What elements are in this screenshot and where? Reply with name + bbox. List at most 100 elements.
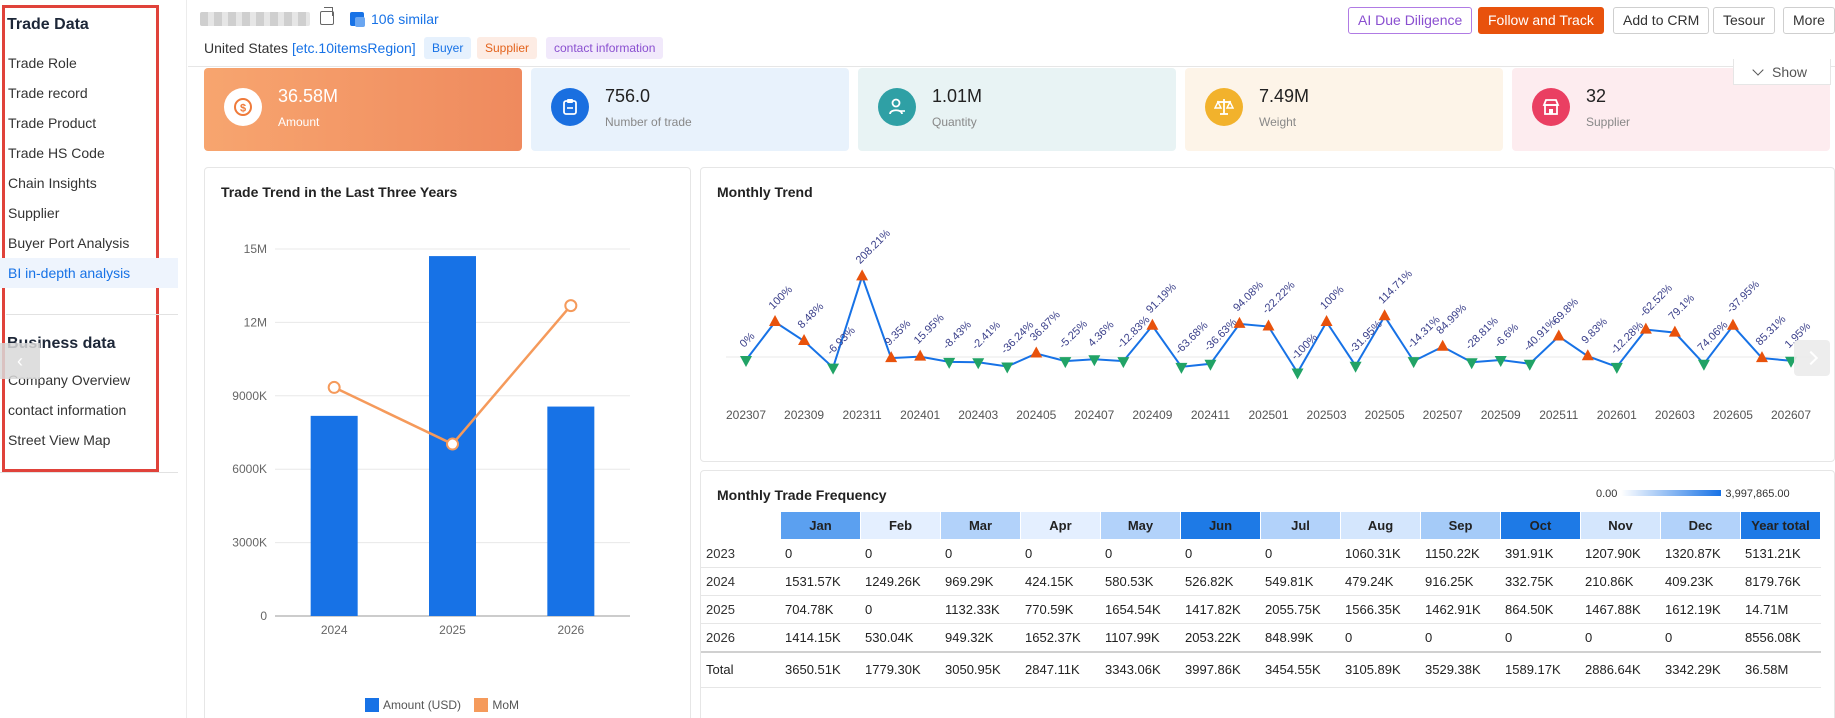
clipboard-icon [551,88,589,126]
region-link[interactable]: [etc.10itemsRegion] [291,40,416,56]
mom-point-2026[interactable] [564,299,578,313]
sidebar-item-trade-hs-code[interactable]: Trade HS Code [8,145,105,161]
row-year: 2026 [701,623,781,652]
trend-point-202411[interactable] [1204,359,1217,371]
trend-point-202510[interactable] [1523,359,1536,371]
show-toggle[interactable]: Show [1733,59,1831,85]
trend-point-202407[interactable] [1088,355,1101,367]
x-tick-label: 202601 [1597,408,1637,422]
x-tick-label: 202411 [1191,408,1230,422]
sidebar-item-trade-record[interactable]: Trade record [8,85,88,101]
table-cell: 0 [1580,623,1661,652]
dollar-icon: $ [224,88,262,126]
monthly-trend-chart: 0%100%8.48%-6.93%208.21%9.35%15.95%-8.43… [726,227,1813,422]
trend-point-202511[interactable] [1552,329,1565,341]
column-header [701,511,781,540]
total-cell: 3105.89K [1340,650,1421,688]
sidebar-item-supplier[interactable]: Supplier [8,205,60,221]
trend-point-label: 100% [1318,284,1347,313]
sidebar-item-chain-insights[interactable]: Chain Insights [8,175,97,191]
trade-trend-title: Trade Trend in the Last Three Years [221,184,458,200]
trend-point-202601[interactable] [1610,362,1623,374]
stat-value: 36.58M [278,86,339,106]
column-header: Nov [1580,511,1661,540]
trend-point-202603[interactable] [1668,325,1681,337]
table-cell: 0 [1180,539,1261,568]
trend-point-202506[interactable] [1407,357,1420,369]
trend-point-202410[interactable] [1175,362,1188,374]
trend-point-202405[interactable] [1030,346,1043,358]
trend-point-202408[interactable] [1117,357,1130,369]
trend-point-202403[interactable] [972,358,985,370]
total-cell: 3650.51K [780,650,861,688]
table-cell: 8179.76K [1740,567,1821,596]
trend-point-202412[interactable] [1233,316,1246,328]
trend-point-202311[interactable] [856,269,869,281]
table-cell: 424.15K [1020,567,1101,596]
stat-label: Quantity [932,115,977,129]
x-tick-label: 202309 [784,408,824,422]
trend-point-202605[interactable] [1726,318,1739,330]
add-to-crm-button[interactable]: Add to CRM [1613,7,1710,34]
sidebar-item-contact-information[interactable]: contact information [8,402,127,418]
trend-point-202606[interactable] [1755,351,1768,363]
x-tick-label: 202311 [843,408,882,422]
legend-item-mom[interactable]: MoM [474,698,519,712]
trend-point-label: -6.93% [825,324,858,357]
trend-point-202404[interactable] [1001,362,1014,374]
trend-point-202402[interactable] [943,357,956,369]
trend-point-202401[interactable] [914,349,927,361]
trend-point-202507[interactable] [1436,339,1449,351]
trend-point-202512[interactable] [1581,349,1594,361]
table-cell: 580.53K [1100,567,1181,596]
copy-icon[interactable] [320,7,334,25]
trend-point-202309[interactable] [798,334,811,345]
trend-point-202503[interactable] [1320,315,1333,326]
x-tick-label: 2026 [557,623,584,637]
table-cell: 530.04K [860,623,941,652]
contact-tag[interactable]: contact information [546,37,664,59]
tesour-button[interactable]: Tesour [1713,7,1776,34]
sidebar-highlight-frame [2,5,159,472]
chevron-left-icon[interactable]: ‹ [0,343,40,379]
table-cell: 1207.90K [1580,539,1661,568]
x-tick-label: 202509 [1481,408,1521,422]
sidebar-item-trade-role[interactable]: Trade Role [8,55,77,71]
trend-point-202604[interactable] [1697,359,1710,371]
trend-point-202308[interactable] [769,315,782,326]
trend-point-202312[interactable] [885,351,898,363]
trend-point-202307[interactable] [740,356,752,367]
trend-point-202409[interactable] [1146,318,1159,330]
trend-point-label: -22.22% [1260,279,1298,317]
trend-point-label: 100% [767,284,796,313]
mom-point-2024[interactable] [327,380,341,394]
table-cell: 1060.31K [1340,539,1421,568]
trend-point-202502[interactable] [1291,368,1304,380]
sidebar-item-buyer-port-analysis[interactable]: Buyer Port Analysis [8,235,130,251]
trend-point-202501[interactable] [1262,319,1275,331]
sidebar-item-trade-product[interactable]: Trade Product [8,115,97,131]
bar-2026[interactable] [547,406,595,616]
mom-point-2025[interactable] [446,437,459,451]
trend-point-202504[interactable] [1349,361,1362,373]
legend-swatch [365,698,379,712]
sidebar-item-bi-in-depth-analysis[interactable]: BI in-depth analysis [0,258,178,288]
legend-item-amount[interactable]: Amount (USD) [365,698,461,712]
follow-track-button[interactable]: Follow and Track [1478,7,1604,34]
chevron-right-icon[interactable] [1794,340,1830,376]
table-cell: 1320.87K [1660,539,1741,568]
trend-point-202602[interactable] [1639,322,1652,334]
similar-link[interactable]: 106 similar [371,11,439,27]
table-total-row: Total 3650.51K 1779.30K 3050.95K 2847.11K 334… [701,650,1821,688]
bar-2024[interactable] [310,415,358,616]
stat-label: Number of trade [605,115,692,129]
trend-point-202509[interactable] [1494,356,1507,367]
sidebar-item-street-view-map[interactable]: Street View Map [8,432,111,448]
trend-point-202508[interactable] [1465,358,1478,370]
trend-point-202310[interactable] [827,363,840,375]
ai-due-diligence-button[interactable]: AI Due Diligence [1348,7,1473,34]
table-cell: 1652.37K [1020,623,1101,652]
trend-point-202406[interactable] [1059,357,1072,369]
more-button[interactable]: More [1783,7,1835,34]
trend-point-202505[interactable] [1378,309,1391,321]
